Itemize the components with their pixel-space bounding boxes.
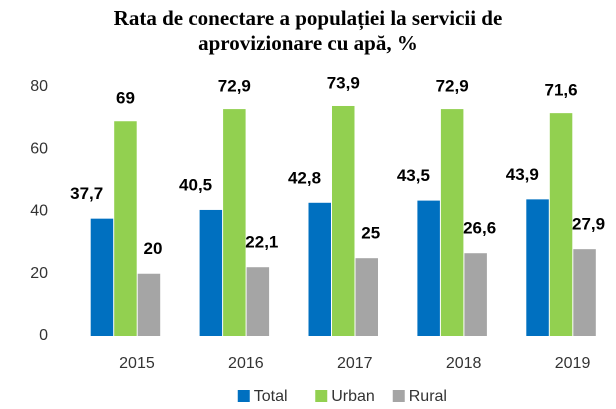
x-tick-label: 2016 [228, 355, 264, 372]
data-label: 37,7 [70, 184, 103, 203]
x-tick-label: 2018 [446, 355, 482, 372]
bar [90, 218, 114, 336]
data-label: 25 [361, 224, 380, 243]
bar [199, 209, 223, 336]
bar [355, 258, 378, 336]
x-tick-label: 2019 [555, 355, 591, 372]
y-tick-label: 80 [30, 78, 48, 95]
data-label: 73,9 [327, 73, 360, 92]
data-label: 43,5 [397, 166, 430, 185]
data-label: 27,9 [572, 215, 605, 234]
chart-title: Rata de conectare a populației la servic… [113, 6, 503, 55]
data-label: 72,9 [218, 77, 251, 96]
data-label: 26,6 [463, 219, 496, 238]
bar [246, 267, 270, 336]
bar [573, 249, 596, 336]
y-tick-label: 0 [39, 327, 48, 344]
bar [549, 113, 573, 337]
data-label: 40,5 [179, 175, 212, 194]
legend-label: Rural [409, 388, 447, 405]
legend-label: Urban [331, 388, 375, 405]
bar [137, 273, 161, 336]
bar [440, 109, 464, 336]
data-label: 22,1 [245, 233, 278, 252]
x-tick-label: 2015 [119, 355, 155, 372]
bar [332, 105, 355, 336]
data-label: 43,9 [506, 165, 539, 184]
bar [417, 200, 440, 336]
data-label: 69 [116, 89, 135, 108]
bar [308, 202, 331, 336]
bar [464, 253, 487, 336]
bar [223, 109, 246, 336]
legend-label: Total [254, 388, 288, 405]
x-tick-label: 2017 [337, 355, 373, 372]
y-tick-label: 40 [30, 203, 48, 220]
bar [114, 121, 137, 336]
legend-swatch [237, 390, 250, 402]
data-label: 72,9 [436, 77, 469, 96]
y-tick-label: 60 [30, 140, 48, 157]
y-tick-label: 20 [30, 265, 48, 282]
bar [526, 199, 549, 336]
data-label: 42,8 [288, 168, 321, 187]
legend-swatch [392, 390, 405, 402]
data-label: 20 [143, 239, 162, 258]
legend-swatch [315, 390, 328, 402]
data-label: 71,6 [545, 81, 578, 100]
